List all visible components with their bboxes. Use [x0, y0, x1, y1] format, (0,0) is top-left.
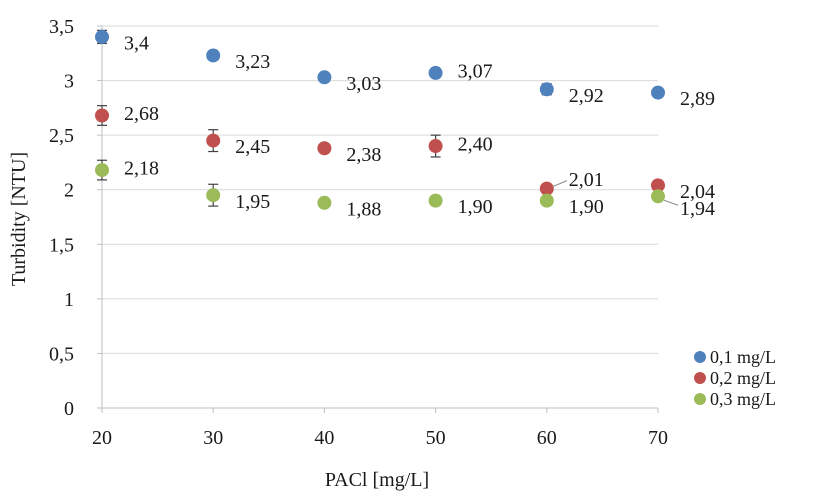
x-tick-label: 40: [314, 427, 334, 449]
legend-marker: [694, 393, 706, 405]
data-point: [539, 82, 554, 97]
data-label: 3,4: [124, 33, 149, 55]
legend-label: 0,2 mg/L: [710, 368, 776, 388]
x-axis-title: PACl [mg/L]: [325, 469, 429, 491]
data-point: [317, 195, 332, 210]
data-point: [95, 163, 109, 178]
data-label: 1,90: [458, 196, 493, 218]
data-label: 2,01: [569, 169, 604, 191]
data-label: 1,95: [235, 191, 270, 213]
data-point: [206, 48, 221, 63]
data-point: [428, 65, 443, 80]
legend-marker: [694, 372, 706, 384]
x-tick-label: 70: [648, 427, 668, 449]
x-tick-label: 50: [426, 427, 446, 449]
data-label: 3,07: [458, 61, 493, 83]
data-label: 1,90: [569, 196, 604, 218]
x-tick-label: 30: [203, 427, 223, 449]
data-label: 2,68: [124, 103, 159, 125]
data-point: [539, 193, 554, 208]
x-tick-label: 20: [92, 427, 112, 449]
y-tick-label: 2: [64, 180, 74, 202]
y-axis-title: Turbidity [NTU]: [8, 152, 30, 286]
data-point: [539, 181, 554, 196]
data-label: 1,88: [346, 198, 381, 220]
data-point: [95, 29, 109, 44]
data-points: [95, 29, 665, 210]
data-label: 2,40: [458, 134, 493, 156]
y-tick-label: 1,5: [49, 234, 74, 256]
data-label: 1,94: [680, 198, 715, 220]
label-leader-line: [552, 180, 567, 188]
data-label: 2,92: [569, 85, 604, 107]
data-point: [651, 189, 665, 204]
data-point: [651, 178, 665, 193]
y-tick-label: 2,5: [49, 125, 74, 147]
data-point: [428, 193, 443, 208]
data-point: [651, 85, 665, 100]
legend-label: 0,1 mg/L: [710, 347, 776, 367]
data-label: 3,03: [346, 73, 381, 95]
data-point: [95, 108, 109, 123]
y-tick-label: 1: [64, 289, 74, 311]
data-labels: 3,4 3,23 3,03 3,07 2,92 2,89 2,68 2,45 2,38 2,40 2…: [124, 33, 715, 221]
gridlines: [102, 25, 658, 354]
data-label: 2,38: [346, 144, 381, 166]
y-tick-label: 3,5: [49, 16, 74, 38]
legend: 0,1 mg/L0,2 mg/L0,3 mg/L: [694, 347, 776, 409]
y-tick-label: 0,5: [49, 343, 74, 365]
y-tick-label: 0: [64, 398, 74, 420]
legend-marker: [694, 351, 706, 363]
axes: 0 0,5 1 1,5 2 2,5 3 3,5 20 30 40 50 60 70: [49, 16, 668, 449]
data-point: [206, 188, 221, 203]
legend-label: 0,3 mg/L: [710, 389, 776, 409]
label-leader-line: [663, 199, 679, 206]
data-label: 3,23: [235, 51, 270, 73]
data-label: 2,89: [680, 88, 715, 110]
data-point: [317, 70, 332, 85]
data-point: [317, 141, 332, 156]
data-point: [206, 133, 221, 148]
data-label: 2,04: [680, 181, 715, 203]
data-label: 2,18: [124, 158, 159, 180]
data-label: 2,45: [235, 136, 270, 158]
x-tick-label: 60: [537, 427, 557, 449]
data-point: [428, 139, 443, 154]
y-tick-label: 3: [64, 71, 74, 93]
error-bars: [97, 29, 552, 207]
